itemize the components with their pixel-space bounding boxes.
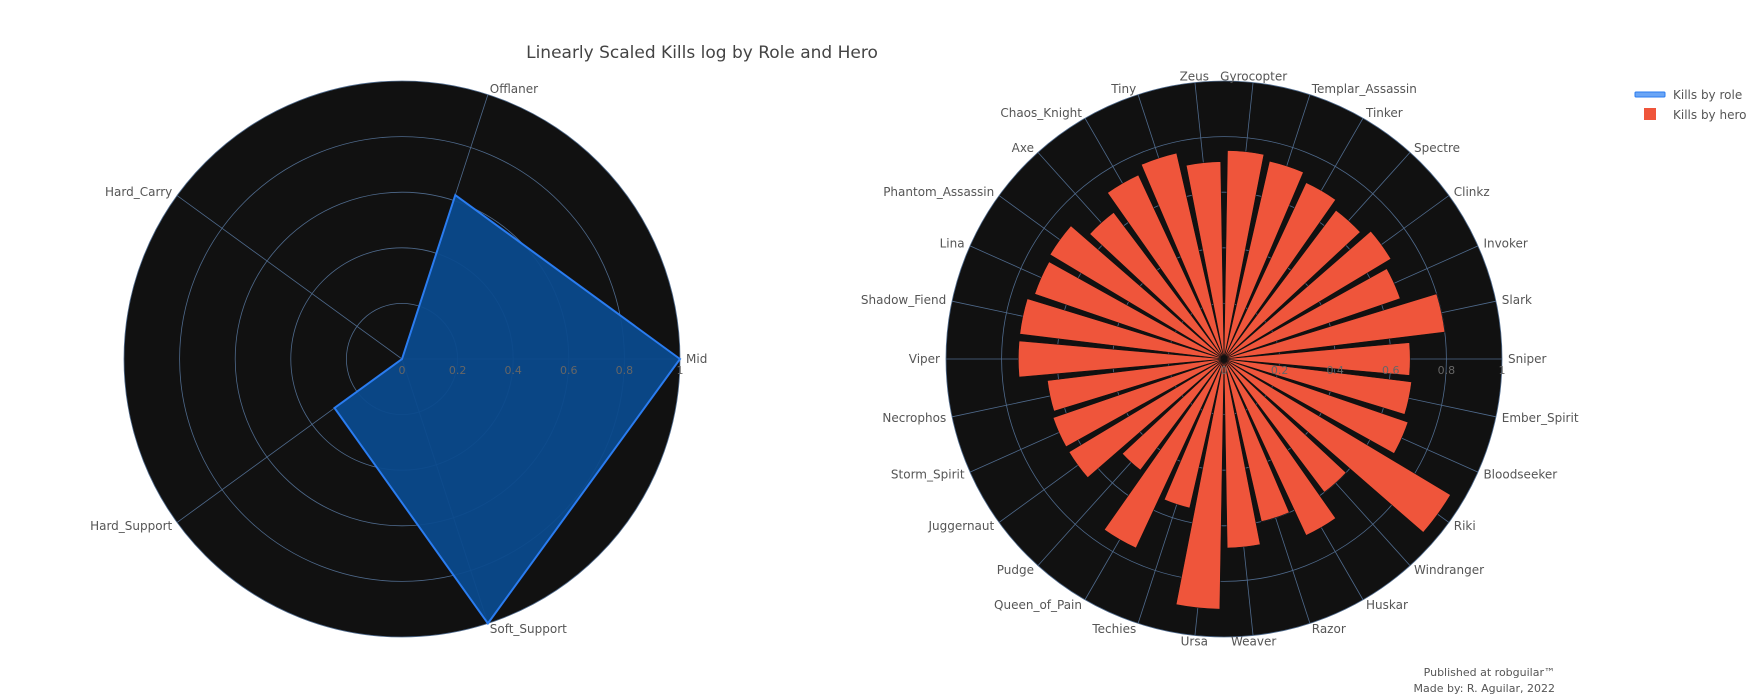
hero-axis-label: Tiny bbox=[1110, 82, 1136, 96]
hero-axis-label: Bloodseeker bbox=[1483, 468, 1557, 482]
role-radar-area[interactable] bbox=[333, 193, 682, 626]
hero-bar-windranger[interactable] bbox=[1223, 358, 1347, 493]
hero-axis-label: Juggernaut bbox=[927, 519, 994, 533]
hero-bar-tinker[interactable] bbox=[1223, 182, 1337, 360]
legend-item-hero[interactable]: Kills by hero bbox=[1644, 108, 1746, 122]
hero-bar-razor[interactable] bbox=[1223, 358, 1290, 522]
hero-axis-label: Axe bbox=[1012, 141, 1034, 155]
hero-bar-necrophos[interactable] bbox=[1047, 358, 1225, 412]
hero-axis-label: Viper bbox=[909, 352, 940, 366]
hero-bar-weaver[interactable] bbox=[1223, 358, 1261, 549]
hero-bar-zeus[interactable] bbox=[1185, 161, 1225, 360]
hero-axis-label: Ursa bbox=[1181, 634, 1208, 648]
hero-bar-invoker[interactable] bbox=[1223, 268, 1401, 360]
hero-axis-label: Slark bbox=[1502, 293, 1532, 307]
hero-bar-chaos-knight[interactable] bbox=[1107, 174, 1225, 360]
role-axis-label: Hard_Carry bbox=[105, 185, 172, 199]
hero-axis-label: Techies bbox=[1091, 622, 1136, 636]
hero-bar-templar-assassin[interactable] bbox=[1223, 160, 1304, 360]
role-radial-tick-label: 0.6 bbox=[560, 364, 578, 377]
hero-bar-shadow-fiend[interactable] bbox=[1019, 298, 1225, 360]
hero-axis-label: Tinker bbox=[1365, 106, 1403, 120]
hero-bar-phantom-assassin[interactable] bbox=[1049, 225, 1225, 360]
hero-bar-axe[interactable] bbox=[1089, 211, 1225, 360]
legend: Kills by role Kills by hero bbox=[1634, 88, 1746, 122]
role-radial-tick-label: 0.2 bbox=[449, 364, 467, 377]
hero-bar-queen-of-pain[interactable] bbox=[1103, 358, 1225, 549]
hero-axis-label: Chaos_Knight bbox=[1000, 106, 1082, 120]
role-grid-spoke bbox=[176, 195, 403, 360]
chart-title: Linearly Scaled Kills log by Role and He… bbox=[526, 43, 878, 63]
hero-bar-techies[interactable] bbox=[1163, 358, 1225, 509]
hero-axis-label: Shadow_Fiend bbox=[861, 293, 946, 307]
hero-radial-tick-label: 0 bbox=[1221, 364, 1228, 377]
hero-bar-lina[interactable] bbox=[1034, 261, 1225, 360]
hero-bar-tiny[interactable] bbox=[1140, 152, 1225, 360]
hero-bar-slark[interactable] bbox=[1223, 293, 1446, 360]
hero-axis-label: Invoker bbox=[1483, 236, 1527, 250]
hero-axis-label: Necrophos bbox=[882, 411, 946, 425]
hero-axis-label: Phantom_Assassin bbox=[883, 185, 994, 199]
hero-axis-label: Spectre bbox=[1414, 141, 1460, 155]
hero-bar-bloodseeker[interactable] bbox=[1223, 358, 1409, 454]
legend-label-role: Kills by role bbox=[1673, 88, 1742, 102]
hero-bar-gyrocopter[interactable] bbox=[1223, 150, 1265, 360]
hero-axis-label: Clinkz bbox=[1454, 185, 1490, 199]
legend-item-role[interactable]: Kills by role bbox=[1634, 88, 1742, 102]
hero-bar-huskar[interactable] bbox=[1223, 358, 1337, 536]
hero-radial-tick-label: 0.2 bbox=[1271, 364, 1289, 377]
hero-axis-label: Pudge bbox=[997, 563, 1034, 577]
hero-barpolar-chart: 0 0.2 0.4 0.6 0.8 1 SniperSlarkInvokerClinkzS… bbox=[861, 70, 1579, 649]
hero-axis-label: Weaver bbox=[1231, 634, 1276, 648]
hero-bar-ember-spirit[interactable] bbox=[1223, 358, 1412, 415]
hero-bar-juggernaut[interactable] bbox=[1068, 358, 1225, 479]
hero-axis-label: Sniper bbox=[1508, 352, 1547, 366]
hero-bar-storm-spirit[interactable] bbox=[1052, 358, 1225, 448]
hero-axis-label: Queen_of_Pain bbox=[994, 598, 1082, 612]
role-radial-tick-label: 0.8 bbox=[616, 364, 634, 377]
footer-made-by: Made by: R. Aguilar, 2022 bbox=[1414, 682, 1555, 695]
legend-label-hero: Kills by hero bbox=[1673, 108, 1746, 122]
role-radar-chart: 0 0.2 0.4 0.6 0.8 1 Mid Offlaner Hard_Carry Hard… bbox=[90, 80, 707, 638]
hero-axis-label: Huskar bbox=[1366, 598, 1408, 612]
hero-bar-sniper[interactable] bbox=[1223, 342, 1411, 376]
legend-line-swatch bbox=[1634, 91, 1666, 98]
role-axis-label: Soft_Support bbox=[490, 622, 567, 636]
role-axis-label: Mid bbox=[686, 352, 707, 366]
hero-axis-label: Templar_Assassin bbox=[1311, 82, 1417, 96]
role-radial-tick-label: 1 bbox=[677, 364, 684, 377]
hero-axis-label: Gyrocopter bbox=[1220, 70, 1287, 84]
hero-radial-ticks: 0 0.2 0.4 0.6 0.8 1 bbox=[1221, 364, 1506, 377]
role-axis-label: Offlaner bbox=[490, 82, 538, 96]
hero-axis-label: Ember_Spirit bbox=[1502, 411, 1579, 425]
hero-axis-label: Storm_Spirit bbox=[891, 468, 965, 482]
hero-bar-pudge[interactable] bbox=[1121, 358, 1225, 471]
hero-axis-label: Riki bbox=[1454, 519, 1476, 533]
hero-radial-tick-label: 1 bbox=[1499, 364, 1506, 377]
hero-bar-viper[interactable] bbox=[1018, 340, 1225, 378]
hero-radial-tick-label: 0.8 bbox=[1438, 364, 1456, 377]
hero-axis-label: Razor bbox=[1312, 622, 1346, 636]
role-radial-ticks: 0 0.2 0.4 0.6 0.8 1 bbox=[399, 364, 684, 377]
role-radial-tick-label: 0 bbox=[399, 364, 406, 377]
footer-published: Published at robguilar™ bbox=[1424, 666, 1555, 679]
hero-radial-tick-label: 0.6 bbox=[1382, 364, 1400, 377]
role-axis-label: Hard_Support bbox=[90, 519, 172, 533]
hero-axis-label: Windranger bbox=[1414, 563, 1484, 577]
hero-axis-label: Zeus bbox=[1180, 70, 1209, 84]
hero-bars bbox=[1018, 150, 1451, 610]
hero-axis-label: Lina bbox=[940, 236, 965, 250]
hero-bar-spectre[interactable] bbox=[1223, 209, 1361, 360]
hero-bar-ursa[interactable] bbox=[1175, 358, 1225, 610]
hero-radial-tick-label: 0.4 bbox=[1326, 364, 1344, 377]
role-angular-labels: Mid Offlaner Hard_Carry Hard_Support Soft_Su… bbox=[90, 82, 707, 636]
legend-square-swatch bbox=[1644, 108, 1656, 120]
hero-bar-riki[interactable] bbox=[1223, 358, 1451, 533]
hero-bar-clinkz[interactable] bbox=[1223, 230, 1392, 360]
role-radial-tick-label: 0.4 bbox=[504, 364, 522, 377]
hero-angular-labels: Sniper Slark Invoker Clinkz Spectre Tinker Tem… bbox=[861, 70, 1579, 649]
